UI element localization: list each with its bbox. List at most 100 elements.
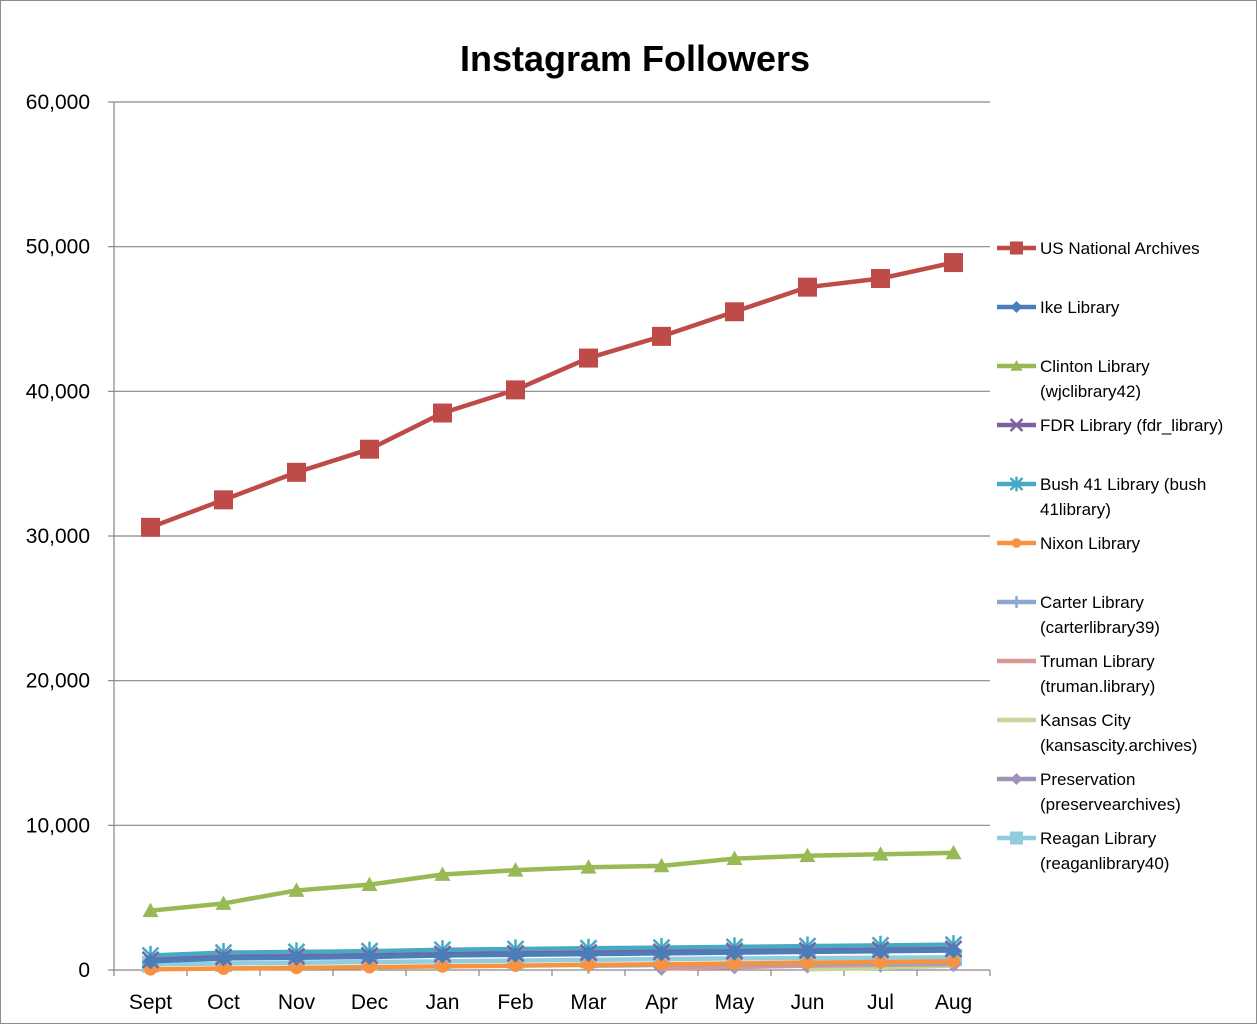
series-path — [149, 260, 954, 530]
legend-label: (wjclibrary42) — [1040, 382, 1141, 401]
series-path — [150, 948, 954, 964]
legend-label: (kansascity.archives) — [1040, 736, 1197, 755]
data-point — [361, 948, 378, 965]
data-point — [726, 850, 743, 866]
data-point — [507, 862, 524, 877]
data-point — [141, 517, 160, 537]
data-point — [799, 943, 816, 960]
legend-entry: Truman Library (truman.library) — [997, 652, 1155, 696]
x-tick-label: Mar — [570, 991, 606, 1014]
data-point — [509, 959, 522, 973]
series-line — [142, 844, 962, 918]
data-point — [142, 953, 159, 970]
legend-entry: Ike Library — [997, 298, 1120, 317]
data-point — [290, 961, 303, 975]
legend-entry: Preservation (preservearchives) — [997, 770, 1181, 814]
data-point — [653, 945, 670, 962]
x-tick-label: Jul — [867, 991, 894, 1014]
axes: 0 10,000 20,000 30,000 40,000 50,000 60,000 Sep… — [26, 91, 991, 1014]
data-point — [871, 268, 890, 288]
data-point — [215, 950, 232, 967]
data-point — [214, 490, 233, 510]
legend-label: US National Archives — [1040, 239, 1200, 258]
legend-label: Bush 41 Library (bush — [1040, 475, 1206, 494]
data-point — [801, 956, 814, 970]
data-point — [728, 957, 741, 970]
data-point — [1010, 241, 1023, 255]
legend-label: FDR Library (fdr_library) — [1040, 416, 1223, 435]
legend-entry: FDR Library (fdr_library) — [997, 416, 1223, 435]
y-tick-label: 10,000 — [26, 814, 90, 837]
legend-label: (carterlibrary39) — [1040, 618, 1160, 637]
legend-entry: Kansas City (kansascity.archives) — [997, 711, 1197, 755]
data-point — [287, 462, 306, 482]
data-point — [217, 962, 230, 975]
plot-series — [141, 253, 963, 976]
data-point — [215, 895, 232, 910]
legend-entry: Nixon Library — [997, 534, 1141, 553]
legend-label: (truman.library) — [1040, 677, 1155, 696]
series-path — [150, 959, 954, 972]
data-point — [653, 857, 670, 873]
data-point — [436, 959, 449, 973]
legend-label: (reaganlibrary40) — [1040, 854, 1169, 873]
data-point — [872, 846, 889, 861]
data-point — [652, 326, 671, 346]
data-point — [580, 859, 597, 874]
legend-label: Clinton Library — [1040, 357, 1150, 376]
x-tick-label: Oct — [207, 991, 240, 1014]
data-point — [288, 882, 305, 897]
data-point — [726, 944, 743, 961]
gridlines — [114, 101, 990, 826]
x-tick-label: Jan — [426, 991, 460, 1014]
x-tick-label: Sept — [129, 991, 172, 1014]
data-point — [874, 955, 887, 969]
legend-label: Ike Library — [1040, 298, 1120, 317]
data-point — [1009, 418, 1024, 432]
legend-label: Kansas City — [1040, 711, 1131, 730]
data-point — [1011, 538, 1022, 548]
data-point — [288, 949, 305, 966]
x-tick-label: Jun — [791, 991, 825, 1014]
data-point — [363, 960, 376, 974]
y-tick-label: 50,000 — [26, 236, 90, 259]
data-point — [872, 943, 889, 960]
data-point — [799, 847, 816, 863]
legend-label: Nixon Library — [1040, 534, 1141, 553]
data-point — [945, 844, 962, 860]
legend-entry: Clinton Library (wjclibrary42) — [997, 357, 1150, 401]
data-point — [434, 866, 451, 881]
x-tick-label: Apr — [645, 991, 678, 1014]
y-tick-label: 40,000 — [26, 380, 90, 403]
legend-label: Reagan Library — [1040, 829, 1157, 848]
y-tick-label: 30,000 — [26, 525, 90, 548]
data-point — [945, 942, 962, 959]
data-point — [947, 954, 960, 968]
legend-entry: Bush 41 Library (bush 41library) — [997, 475, 1206, 519]
x-tick-label: Nov — [278, 991, 316, 1014]
data-point — [142, 902, 159, 918]
x-tick-label: Dec — [351, 991, 388, 1014]
legend-entry: US National Archives — [997, 239, 1200, 258]
data-point — [798, 277, 817, 297]
data-point — [506, 380, 525, 400]
data-point — [655, 957, 668, 971]
y-tick-label: 0 — [78, 959, 90, 982]
data-point — [580, 946, 597, 963]
data-point — [361, 876, 378, 892]
series-path — [150, 955, 954, 967]
x-tick-label: Aug — [935, 991, 972, 1014]
data-point — [1010, 596, 1023, 608]
legend-label: Truman Library — [1040, 652, 1155, 671]
legend-entry: Carter Library (carterlibrary39) — [997, 593, 1160, 637]
data-point — [1010, 360, 1023, 371]
data-point — [944, 253, 963, 273]
legend-label: Preservation — [1040, 770, 1135, 789]
data-point — [1009, 476, 1024, 492]
data-point — [360, 439, 379, 459]
series-path — [150, 942, 954, 958]
x-tick-label: Feb — [497, 991, 533, 1014]
data-point — [507, 946, 524, 963]
